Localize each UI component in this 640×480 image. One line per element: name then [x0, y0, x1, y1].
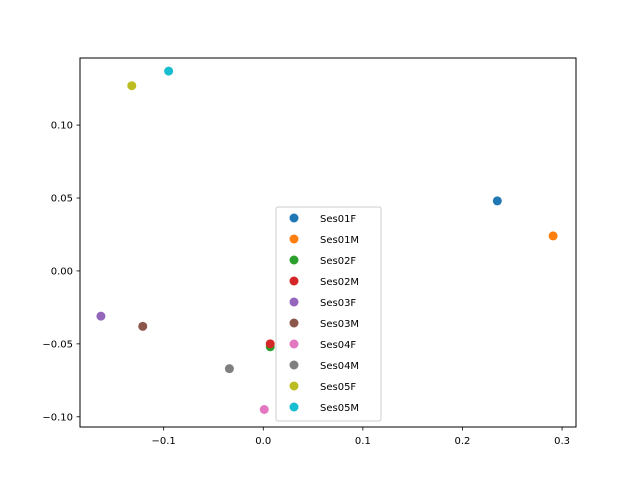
legend-marker [289, 318, 299, 328]
legend-label: Ses01F [320, 214, 356, 225]
data-point-ses04f [259, 404, 269, 414]
legend-label: Ses03M [320, 319, 359, 330]
x-tick-label: 0.3 [554, 436, 570, 447]
y-tick-label: −0.10 [42, 412, 73, 423]
legend-marker [289, 255, 299, 265]
x-tick-label: 0.1 [355, 436, 371, 447]
legend-label: Ses03F [320, 298, 356, 309]
data-point-ses04m [224, 364, 234, 374]
y-tick-label: −0.05 [42, 339, 73, 350]
data-point-ses05f [127, 81, 137, 91]
legend-marker [289, 402, 299, 412]
data-point-ses01f [492, 196, 502, 206]
data-point-ses02m [265, 339, 275, 349]
legend-label: Ses05F [320, 382, 356, 393]
legend: Ses01F Ses01M Ses02F Ses02M Ses03F Ses03M Ses0… [275, 206, 382, 422]
legend-label: Ses04M [320, 361, 359, 372]
legend-label: Ses02F [320, 256, 356, 267]
legend-label: Ses05M [320, 403, 359, 414]
legend-marker [289, 339, 299, 349]
x-tick-label: 0.2 [455, 436, 471, 447]
axes-frame [79, 57, 577, 428]
y-tick-label: 0.10 [51, 121, 73, 132]
data-point-ses03f [96, 311, 106, 321]
data-points [96, 66, 558, 414]
legend-label: Ses04F [320, 340, 356, 351]
axes: −0.1 0.0 0.1 0.2 0.3 −0.10 −0.05 0.00 0.05 0.10 [42, 57, 577, 447]
legend-marker [289, 360, 299, 370]
data-point-ses05m [164, 66, 174, 76]
y-tick-label: 0.05 [51, 194, 73, 205]
legend-label: Ses02M [320, 277, 359, 288]
data-point-ses03m [138, 321, 148, 331]
legend-box [275, 206, 382, 422]
legend-label: Ses01M [320, 235, 359, 246]
legend-marker [289, 381, 299, 391]
x-tick-label: 0.0 [255, 436, 271, 447]
x-tick-label: −0.1 [152, 436, 176, 447]
y-tick-label: 0.00 [51, 266, 73, 277]
legend-marker [289, 297, 299, 307]
data-point-ses01m [548, 231, 558, 241]
legend-marker [289, 276, 299, 286]
legend-marker [289, 213, 299, 223]
legend-marker [289, 234, 299, 244]
